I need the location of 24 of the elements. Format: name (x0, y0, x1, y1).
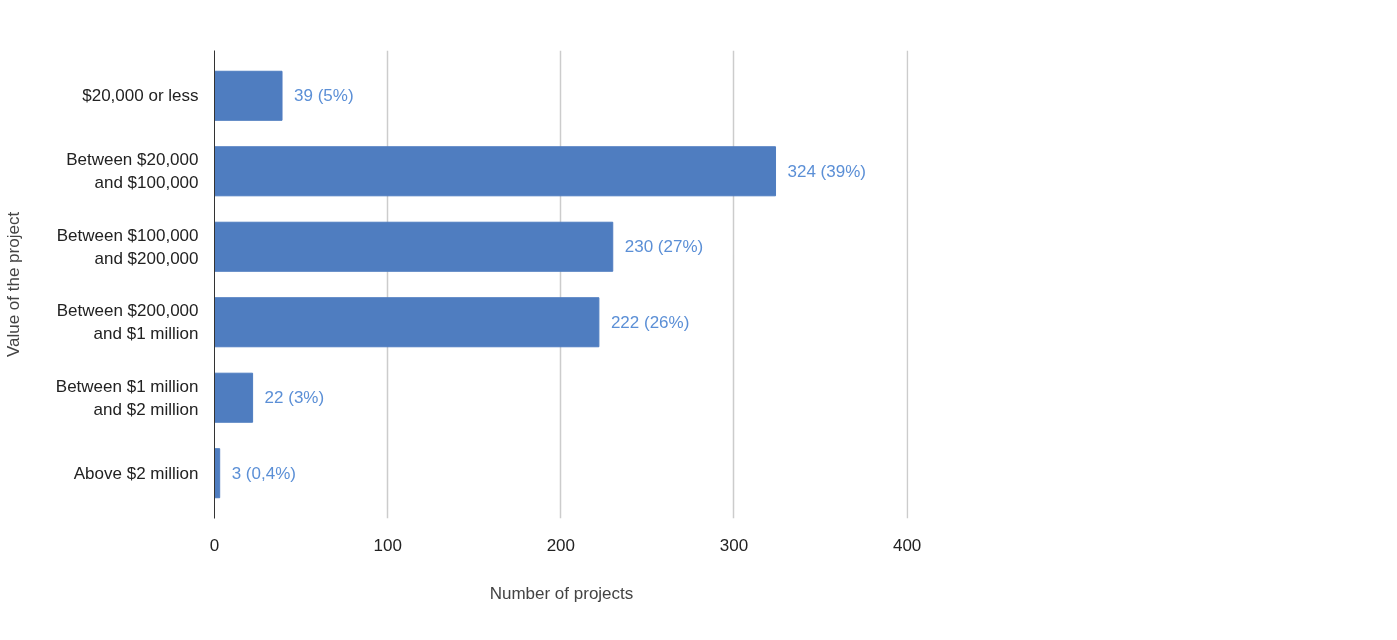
x-tick-label: 200 (546, 535, 575, 555)
bar (214, 221, 614, 272)
x-tick-label: 400 (892, 535, 922, 555)
bar (214, 297, 600, 348)
x-axis-title: Number of projects (489, 583, 634, 603)
y-tick-label: Above $2 million (73, 463, 199, 483)
y-tick-label: Between $20,000 and $100,000 (66, 150, 199, 193)
y-tick-label: Between $200,000 and $1 million (56, 301, 199, 344)
x-tick-label: 0 (209, 535, 220, 555)
data-label: 230 (27%) (624, 237, 704, 257)
y-tick-label: Between $1 million and $2 million (55, 376, 199, 419)
data-label: 324 (39%) (787, 161, 866, 181)
y-tick-label: $20,000 or less (82, 86, 199, 106)
y-tick-label: Between $100,000 and $200,000 (56, 225, 199, 268)
x-tick-label: 100 (373, 535, 402, 555)
bar (214, 146, 777, 197)
bar (214, 70, 283, 121)
y-axis-title: Value of the project (3, 211, 23, 358)
data-label: 22 (3%) (264, 388, 325, 408)
x-tick-label: 300 (719, 535, 749, 555)
data-label: 39 (5%) (294, 86, 354, 106)
data-label: 222 (26%) (610, 312, 690, 332)
bar (214, 372, 254, 423)
data-label: 3 (0,4%) (231, 463, 296, 483)
